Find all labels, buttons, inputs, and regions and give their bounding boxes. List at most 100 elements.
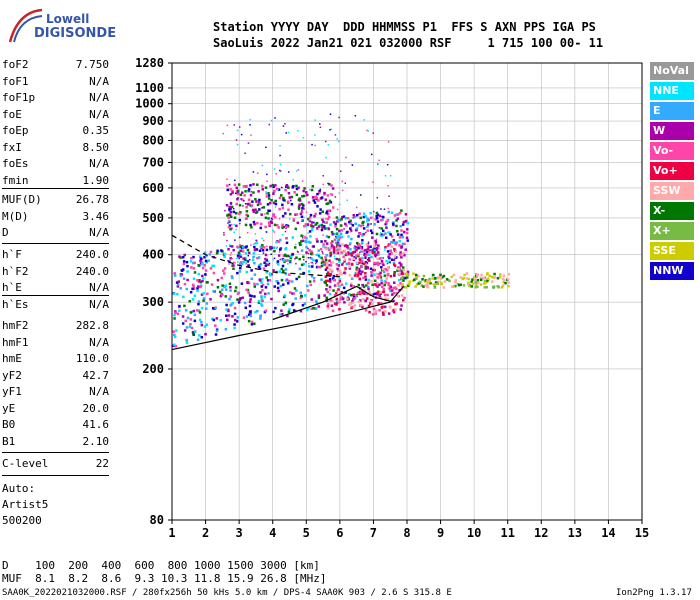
data-point — [233, 183, 237, 187]
data-point — [203, 325, 207, 328]
data-point — [243, 199, 245, 202]
data-point — [501, 284, 505, 287]
data-point — [247, 198, 251, 201]
data-point — [401, 223, 405, 226]
data-point — [287, 171, 290, 173]
data-point — [302, 136, 305, 139]
data-point — [486, 277, 490, 280]
data-point — [463, 273, 466, 277]
data-point — [233, 223, 236, 226]
data-point — [284, 259, 288, 262]
data-point — [386, 244, 390, 248]
data-point — [185, 326, 189, 329]
data-point — [272, 229, 274, 232]
data-point — [247, 251, 251, 255]
data-point — [263, 261, 266, 264]
param-value: 1.90 — [82, 173, 110, 187]
data-point — [497, 285, 500, 289]
data-point — [191, 287, 194, 291]
data-point — [360, 291, 364, 295]
data-point — [396, 213, 400, 216]
data-point — [254, 197, 257, 201]
data-point — [369, 250, 373, 254]
data-point — [275, 173, 278, 175]
data-point — [371, 248, 374, 252]
data-point — [319, 123, 321, 125]
y-tick-label: 300 — [142, 295, 164, 309]
data-point — [364, 257, 367, 259]
data-point — [309, 213, 313, 217]
data-point — [380, 285, 384, 289]
data-point — [234, 289, 237, 293]
data-point — [286, 259, 290, 262]
data-point — [238, 218, 242, 222]
data-point — [235, 186, 239, 190]
data-point — [384, 267, 387, 271]
data-point — [362, 276, 365, 280]
data-point — [185, 260, 189, 264]
data-point — [373, 273, 376, 277]
data-point — [317, 305, 321, 308]
data-point — [236, 261, 239, 263]
data-point — [303, 187, 306, 190]
data-point — [222, 269, 225, 272]
data-point — [393, 247, 396, 251]
data-point — [368, 249, 371, 253]
data-point — [265, 231, 268, 233]
data-point — [378, 283, 381, 287]
data-point — [403, 254, 406, 257]
data-point — [436, 280, 440, 284]
data-point — [269, 184, 272, 188]
data-point — [361, 270, 364, 273]
data-point — [259, 202, 262, 206]
data-point — [384, 175, 387, 177]
data-point — [338, 260, 341, 263]
data-point — [338, 269, 342, 273]
data-point — [230, 275, 234, 278]
data-point — [279, 258, 282, 261]
data-point — [284, 268, 288, 271]
data-point — [273, 168, 276, 170]
data-point — [337, 288, 340, 291]
data-point — [277, 289, 280, 293]
data-point — [360, 242, 364, 245]
param-foep: foEp 0.35 — [2, 124, 109, 140]
data-point — [197, 272, 201, 276]
data-point — [245, 270, 249, 274]
data-point — [328, 259, 331, 262]
data-point — [283, 295, 286, 299]
data-point — [346, 245, 349, 249]
data-point — [212, 271, 216, 275]
data-point — [326, 194, 330, 197]
data-point — [348, 274, 352, 277]
data-point — [259, 263, 263, 266]
param-clevel: C-level 22 — [2, 457, 109, 473]
data-point — [344, 267, 347, 270]
data-point — [182, 260, 186, 263]
param-value: N/A — [89, 226, 109, 239]
data-point — [359, 232, 362, 236]
data-point — [173, 335, 177, 339]
data-point — [263, 246, 266, 249]
data-point — [261, 244, 264, 247]
data-point — [358, 299, 362, 302]
data-point — [383, 283, 386, 287]
data-point — [218, 290, 222, 294]
data-point — [249, 314, 252, 318]
param-value: 20.0 — [82, 401, 110, 415]
data-point — [264, 213, 266, 215]
data-point — [350, 286, 354, 289]
data-point — [338, 272, 342, 275]
data-point — [314, 196, 317, 200]
data-point — [337, 264, 341, 267]
data-point — [284, 254, 288, 258]
data-point — [236, 316, 240, 319]
data-point — [434, 281, 438, 284]
data-point — [376, 196, 379, 199]
data-point — [336, 138, 338, 140]
data-point — [197, 280, 201, 283]
data-point — [402, 268, 405, 272]
data-point — [393, 214, 397, 217]
data-point — [349, 248, 352, 251]
data-point — [353, 297, 356, 301]
